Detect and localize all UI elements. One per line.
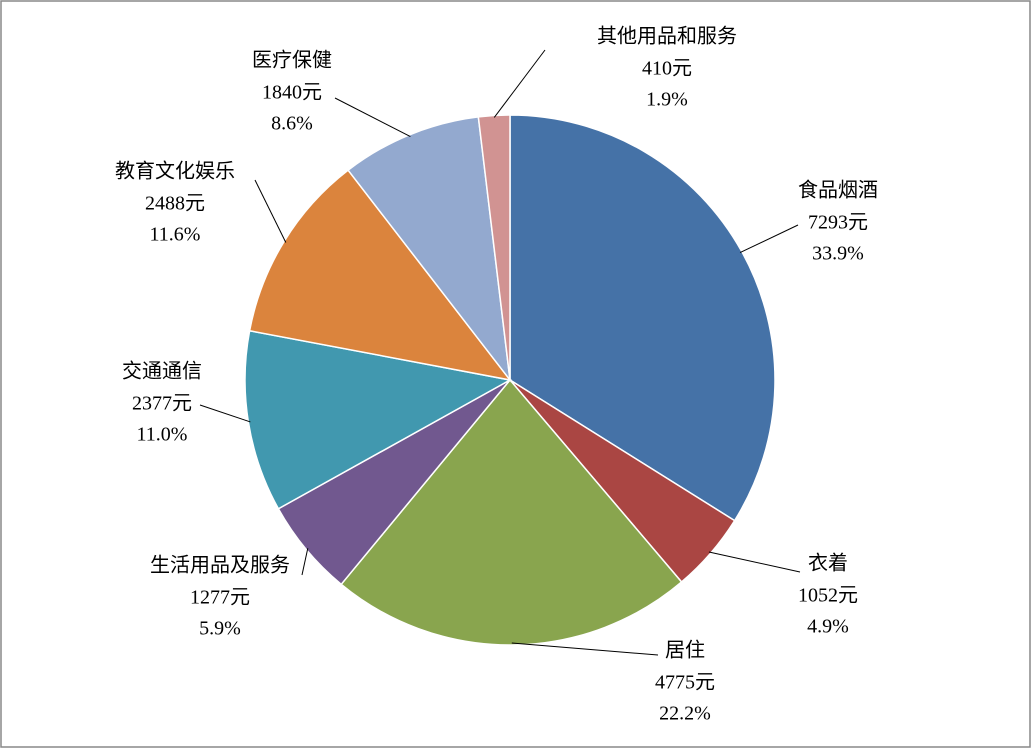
leader-line — [708, 551, 801, 573]
pie-slice — [340, 378, 683, 646]
slice-label: 医疗保健 — [252, 49, 332, 72]
value-label: 7293元 — [808, 212, 868, 234]
slice-label: 食品烟酒 — [798, 179, 878, 202]
value-label: 1277元 — [190, 587, 250, 609]
leader-line — [334, 97, 411, 138]
pie-slice — [477, 114, 511, 381]
value-label: 1840元 — [262, 82, 322, 104]
leader-line — [199, 404, 251, 423]
leader-line — [301, 548, 309, 576]
value-label: 4775元 — [655, 672, 715, 694]
leader-line — [739, 224, 799, 254]
pie-slice — [347, 116, 512, 383]
percent-label: 33.9% — [812, 243, 864, 265]
pie-slice — [244, 329, 513, 510]
value-label: 410元 — [642, 58, 692, 80]
percent-label: 11.0% — [137, 424, 188, 446]
slice-label: 教育文化娱乐 — [115, 160, 235, 183]
leader-line — [254, 179, 287, 243]
leader-line — [511, 642, 659, 656]
value-label: 2488元 — [145, 193, 205, 215]
slice-label: 其他用品和服务 — [597, 25, 737, 48]
leader-line — [493, 49, 546, 118]
percent-label: 11.6% — [150, 224, 201, 246]
slice-label: 衣着 — [808, 552, 848, 575]
value-label: 2377元 — [132, 393, 192, 415]
slice-label: 交通通信 — [122, 360, 202, 383]
percent-label: 1.9% — [646, 89, 688, 111]
slice-label: 居住 — [665, 639, 705, 662]
pie-slice — [248, 169, 512, 382]
percent-label: 5.9% — [199, 618, 241, 640]
percent-label: 4.9% — [807, 616, 849, 638]
percent-label: 22.2% — [659, 703, 711, 725]
percent-label: 8.6% — [271, 113, 313, 135]
slice-label: 生活用品及服务 — [150, 554, 290, 577]
value-label: 1052元 — [798, 585, 858, 607]
